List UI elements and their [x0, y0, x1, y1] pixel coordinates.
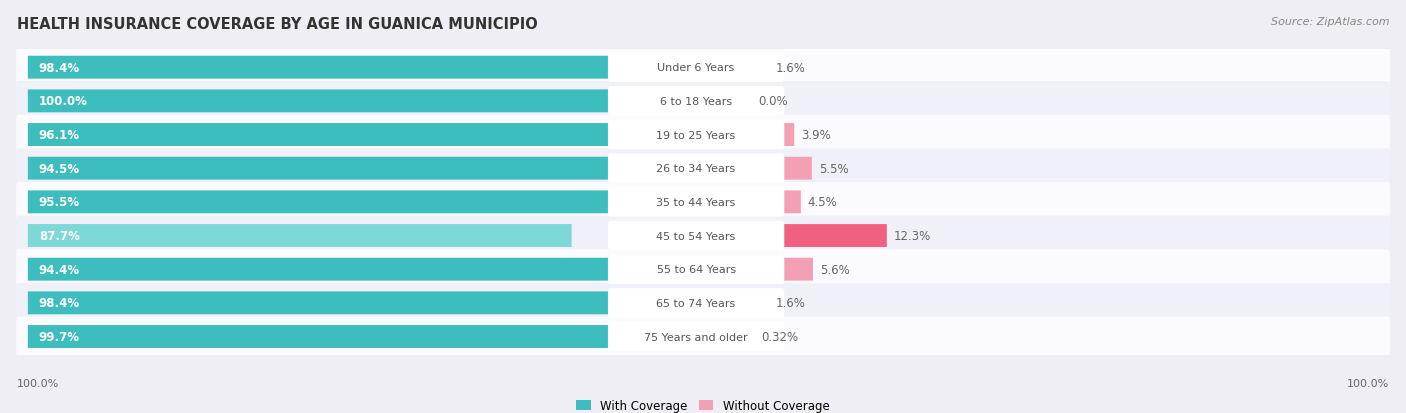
Text: 96.1%: 96.1% — [39, 129, 80, 142]
Text: 3.9%: 3.9% — [801, 129, 831, 142]
Text: 98.4%: 98.4% — [39, 62, 80, 74]
Text: 5.5%: 5.5% — [818, 162, 848, 175]
Text: 0.0%: 0.0% — [758, 95, 787, 108]
Text: 5.6%: 5.6% — [820, 263, 849, 276]
FancyBboxPatch shape — [607, 288, 785, 318]
Text: 12.3%: 12.3% — [894, 230, 931, 242]
Text: HEALTH INSURANCE COVERAGE BY AGE IN GUANICA MUNICIPIO: HEALTH INSURANCE COVERAGE BY AGE IN GUAN… — [17, 17, 537, 31]
FancyBboxPatch shape — [28, 325, 645, 348]
FancyBboxPatch shape — [15, 216, 1391, 256]
Text: 6 to 18 Years: 6 to 18 Years — [659, 97, 733, 107]
FancyBboxPatch shape — [751, 191, 801, 214]
FancyBboxPatch shape — [15, 317, 1391, 356]
FancyBboxPatch shape — [751, 258, 813, 281]
Text: 26 to 34 Years: 26 to 34 Years — [657, 164, 735, 174]
FancyBboxPatch shape — [607, 121, 785, 150]
FancyBboxPatch shape — [751, 225, 887, 247]
FancyBboxPatch shape — [28, 157, 614, 180]
Text: Under 6 Years: Under 6 Years — [658, 63, 735, 73]
FancyBboxPatch shape — [607, 255, 785, 284]
FancyBboxPatch shape — [28, 90, 648, 113]
FancyBboxPatch shape — [28, 225, 572, 247]
Text: 98.4%: 98.4% — [39, 297, 80, 310]
FancyBboxPatch shape — [607, 154, 785, 183]
Text: 87.7%: 87.7% — [39, 230, 80, 242]
Text: 95.5%: 95.5% — [39, 196, 80, 209]
Legend: With Coverage, Without Coverage: With Coverage, Without Coverage — [572, 394, 834, 413]
Text: 35 to 44 Years: 35 to 44 Years — [657, 197, 735, 207]
FancyBboxPatch shape — [15, 115, 1391, 155]
Text: 1.6%: 1.6% — [776, 297, 806, 310]
FancyBboxPatch shape — [607, 188, 785, 217]
FancyBboxPatch shape — [15, 149, 1391, 189]
Text: 100.0%: 100.0% — [39, 95, 87, 108]
FancyBboxPatch shape — [15, 283, 1391, 323]
Text: 94.4%: 94.4% — [39, 263, 80, 276]
FancyBboxPatch shape — [751, 124, 794, 147]
FancyBboxPatch shape — [751, 57, 769, 79]
FancyBboxPatch shape — [15, 82, 1391, 121]
FancyBboxPatch shape — [28, 292, 638, 315]
Text: 100.0%: 100.0% — [17, 378, 59, 388]
FancyBboxPatch shape — [751, 157, 811, 180]
FancyBboxPatch shape — [28, 124, 624, 147]
FancyBboxPatch shape — [28, 57, 638, 79]
Text: 45 to 54 Years: 45 to 54 Years — [657, 231, 735, 241]
Text: 65 to 74 Years: 65 to 74 Years — [657, 298, 735, 308]
Text: 100.0%: 100.0% — [1347, 378, 1389, 388]
FancyBboxPatch shape — [751, 325, 755, 348]
FancyBboxPatch shape — [607, 53, 785, 83]
Text: 94.5%: 94.5% — [39, 162, 80, 175]
FancyBboxPatch shape — [28, 258, 613, 281]
FancyBboxPatch shape — [607, 322, 785, 351]
FancyBboxPatch shape — [15, 48, 1391, 88]
Text: 55 to 64 Years: 55 to 64 Years — [657, 265, 735, 275]
Text: 1.6%: 1.6% — [776, 62, 806, 74]
Text: 4.5%: 4.5% — [807, 196, 838, 209]
FancyBboxPatch shape — [607, 221, 785, 251]
FancyBboxPatch shape — [28, 191, 620, 214]
FancyBboxPatch shape — [15, 250, 1391, 290]
Text: 0.32%: 0.32% — [762, 330, 799, 343]
Text: 75 Years and older: 75 Years and older — [644, 332, 748, 342]
FancyBboxPatch shape — [751, 292, 769, 315]
Text: 19 to 25 Years: 19 to 25 Years — [657, 130, 735, 140]
Text: Source: ZipAtlas.com: Source: ZipAtlas.com — [1271, 17, 1389, 26]
FancyBboxPatch shape — [15, 183, 1391, 222]
Text: 99.7%: 99.7% — [39, 330, 80, 343]
FancyBboxPatch shape — [607, 87, 785, 116]
